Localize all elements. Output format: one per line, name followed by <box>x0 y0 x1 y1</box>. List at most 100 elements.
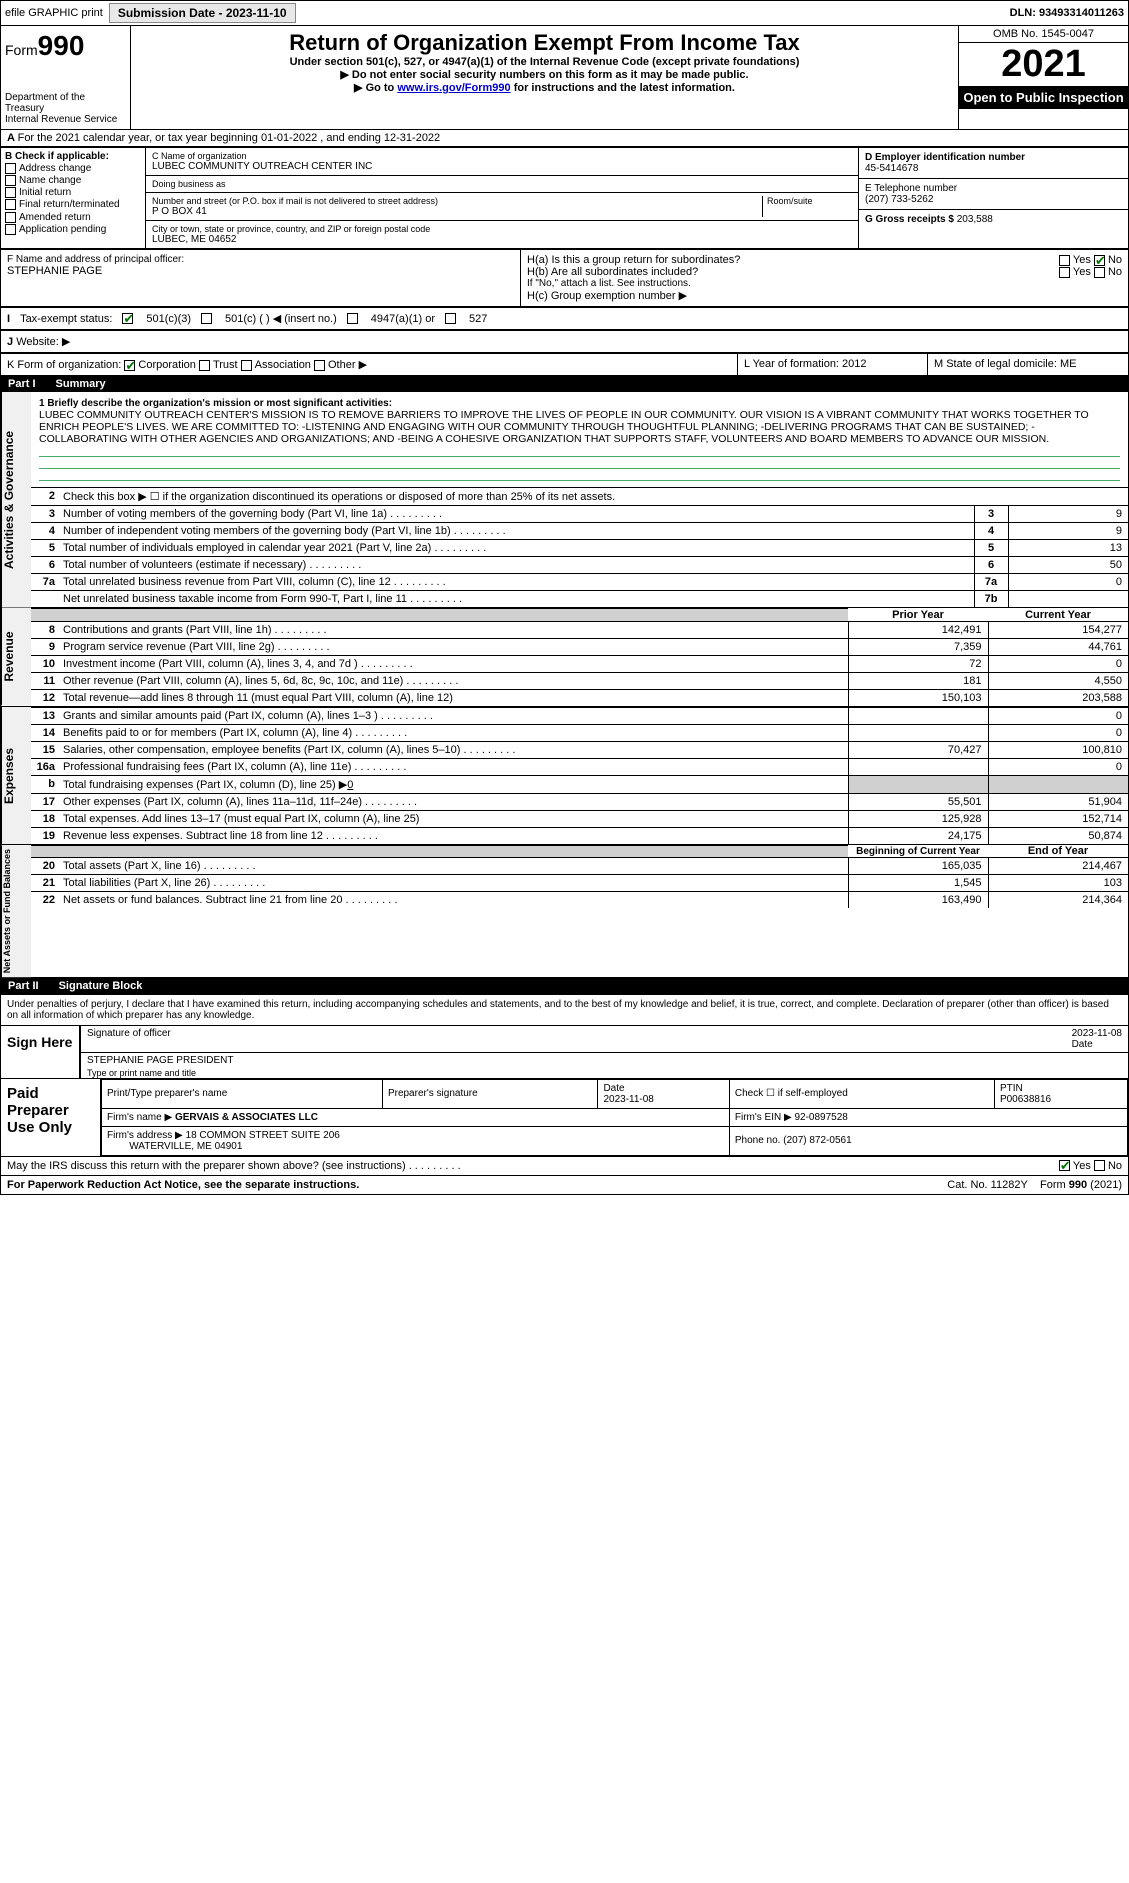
h-a: H(a) Is this a group return for subordin… <box>527 254 1122 266</box>
r11: Other revenue (Part VIII, column (A), li… <box>59 672 848 689</box>
ha-no[interactable] <box>1094 255 1105 266</box>
cb-initial-return[interactable]: Initial return <box>5 187 141 198</box>
sig-date-label: Date <box>1072 1039 1093 1050</box>
ag-vertical-label: Activities & Governance <box>1 392 31 607</box>
r16apy <box>848 758 988 775</box>
subtitle-2: ▶ Do not enter social security numbers o… <box>139 68 950 81</box>
r9: Program service revenue (Part VIII, line… <box>59 638 848 655</box>
discuss-no[interactable] <box>1094 1160 1105 1171</box>
r12: Total revenue—add lines 8 through 11 (mu… <box>59 689 848 706</box>
begin-year-hdr: Beginning of Current Year <box>848 845 988 858</box>
expenses-section: Expenses 13Grants and similar amounts pa… <box>0 707 1129 845</box>
cb-assoc[interactable] <box>241 360 252 371</box>
room-label: Room/suite <box>767 196 852 206</box>
col-d-e-g: D Employer identification number45-54146… <box>858 148 1128 248</box>
cb-final-return[interactable]: Final return/terminated <box>5 199 141 210</box>
sign-here-label: Sign Here <box>1 1026 81 1078</box>
r13cy: 0 <box>988 707 1128 724</box>
r21cy: 103 <box>988 875 1128 892</box>
top-bar: efile GRAPHIC print Submission Date - 20… <box>0 0 1129 26</box>
cb-501c[interactable] <box>201 313 212 324</box>
cb-address-change[interactable]: Address change <box>5 163 141 174</box>
year-formation: 2012 <box>842 358 866 370</box>
tax-year: 2021 <box>959 43 1128 86</box>
form-num: 990 <box>38 30 85 61</box>
form990-link[interactable]: www.irs.gov/Form990 <box>397 82 510 94</box>
pra-notice: For Paperwork Reduction Act Notice, see … <box>7 1179 359 1191</box>
527-label: 527 <box>469 313 487 325</box>
501c-label: 501(c) ( ) ◀ (insert no.) <box>225 312 337 325</box>
cb-501c3[interactable] <box>122 313 133 324</box>
cb-other[interactable] <box>314 360 325 371</box>
r17py: 55,501 <box>848 793 988 810</box>
part-i-header: Part I Summary <box>0 376 1129 392</box>
r16b: Total fundraising expenses (Part IX, col… <box>59 775 848 793</box>
firm-name: Firm's name ▶ GERVAIS & ASSOCIATES LLC <box>102 1108 730 1126</box>
open-public-badge: Open to Public Inspection <box>959 86 1128 109</box>
ein-value: 45-5414678 <box>865 163 1122 174</box>
h-c: H(c) Group exemption number ▶ <box>527 289 1122 302</box>
discuss-row: May the IRS discuss this return with the… <box>1 1156 1128 1175</box>
cb-527[interactable] <box>445 313 456 324</box>
r8cy: 154,277 <box>988 621 1128 638</box>
sig-date: 2023-11-08 <box>1072 1028 1122 1039</box>
r10cy: 0 <box>988 655 1128 672</box>
r20py: 165,035 <box>848 858 988 875</box>
part2-title: Signature Block <box>59 980 143 992</box>
prep-name-hdr: Print/Type preparer's name <box>102 1079 383 1108</box>
net-assets-table: Beginning of Current YearEnd of Year 20T… <box>31 845 1128 909</box>
irs-label: Internal Revenue Service <box>5 114 126 125</box>
cb-name-change[interactable]: Name change <box>5 175 141 186</box>
line6: Total number of volunteers (estimate if … <box>59 557 974 574</box>
discuss-yes[interactable] <box>1059 1160 1070 1171</box>
line-a-calendar-year: A For the 2021 calendar year, or tax yea… <box>0 129 1129 147</box>
cb-4947[interactable] <box>347 313 358 324</box>
goto-post: for instructions and the latest informat… <box>511 82 735 94</box>
r8: Contributions and grants (Part VIII, lin… <box>59 621 848 638</box>
r14: Benefits paid to or for members (Part IX… <box>59 724 848 741</box>
cb-application-pending[interactable]: Application pending <box>5 224 141 235</box>
trust-label: Trust <box>213 359 238 371</box>
dba-label: Doing business as <box>152 179 852 189</box>
prep-sig-hdr: Preparer's signature <box>382 1079 598 1108</box>
paid-preparer-label: Paid Preparer Use Only <box>1 1079 101 1156</box>
part-ii-header: Part II Signature Block <box>0 978 1129 994</box>
subtitle-3: ▶ Go to www.irs.gov/Form990 for instruct… <box>139 81 950 94</box>
exp-vertical-label: Expenses <box>1 707 31 844</box>
val6: 50 <box>1008 557 1128 574</box>
prep-date: Date2023-11-08 <box>598 1079 729 1108</box>
r13py <box>848 707 988 724</box>
cb-corp[interactable] <box>124 360 135 371</box>
r16b-amt: 0 <box>347 779 353 791</box>
identity-block: B Check if applicable: Address change Na… <box>0 147 1129 249</box>
line4: Number of independent voting members of … <box>59 523 974 540</box>
goto-pre: ▶ Go to <box>354 82 397 94</box>
cb-trust[interactable] <box>199 360 210 371</box>
end-year-hdr: End of Year <box>988 845 1128 858</box>
mission-block: 1 Briefly describe the organization's mi… <box>31 392 1128 487</box>
prep-selfemp[interactable]: Check ☐ if self-employed <box>729 1079 994 1108</box>
hb-no[interactable] <box>1094 267 1105 278</box>
line-j-website: J Website: ▶ <box>0 330 1129 353</box>
sig-officer-label: Signature of officer <box>87 1028 171 1050</box>
val7b <box>1008 591 1128 608</box>
prep-ptin: PTINP00638816 <box>994 1079 1127 1108</box>
r22cy: 214,364 <box>988 892 1128 909</box>
part1-title: Summary <box>56 378 106 390</box>
expenses-table: 13Grants and similar amounts paid (Part … <box>31 707 1128 844</box>
ha-yes[interactable] <box>1059 255 1070 266</box>
r22: Net assets or fund balances. Subtract li… <box>59 892 848 909</box>
r15py: 70,427 <box>848 741 988 758</box>
r9py: 7,359 <box>848 638 988 655</box>
r22py: 163,490 <box>848 892 988 909</box>
line-klm: K Form of organization: Corporation Trus… <box>0 353 1129 376</box>
gross-receipts-value: 203,588 <box>957 214 993 225</box>
cb-amended-return[interactable]: Amended return <box>5 212 141 223</box>
corp-label: Corporation <box>138 359 195 371</box>
mission-lead: 1 Briefly describe the organization's mi… <box>39 398 1120 409</box>
line3: Number of voting members of the governin… <box>59 506 974 523</box>
cal-year-text: For the 2021 calendar year, or tax year … <box>18 132 441 144</box>
submission-date-button[interactable]: Submission Date - 2023-11-10 <box>109 3 296 23</box>
hb-yes[interactable] <box>1059 267 1070 278</box>
r19: Revenue less expenses. Subtract line 18 … <box>59 827 848 844</box>
